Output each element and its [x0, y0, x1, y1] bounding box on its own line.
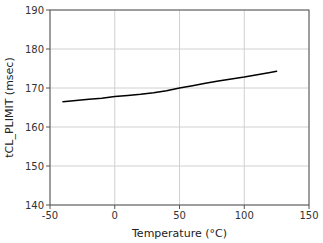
- x-tick-label: 150: [299, 210, 318, 221]
- x-grid-line: [244, 10, 245, 205]
- grid: [50, 10, 309, 205]
- y-grid-line: [50, 166, 309, 167]
- x-tick: [244, 205, 245, 209]
- y-tick: [46, 205, 50, 206]
- line: [63, 71, 277, 101]
- x-grid-line: [114, 10, 115, 205]
- x-tick: [179, 205, 180, 209]
- x-tick: [309, 205, 310, 209]
- y-tick-label: 190: [25, 5, 44, 16]
- x-tick-label: 50: [173, 210, 186, 221]
- y-tick-label: 180: [25, 44, 44, 55]
- y-tick: [46, 166, 50, 167]
- y-grid-line: [50, 127, 309, 128]
- x-tick: [114, 205, 115, 209]
- x-tick-label: 0: [112, 210, 118, 221]
- y-axis-label: tCL_PLIMIT (msec): [3, 57, 16, 157]
- y-grid-line: [50, 49, 309, 50]
- x-tick-label: -50: [42, 210, 58, 221]
- y-tick: [46, 10, 50, 11]
- x-axis-label: Temperature (°C): [131, 227, 227, 240]
- y-tick-label: 160: [25, 122, 44, 133]
- x-tick: [50, 205, 51, 209]
- y-tick: [46, 49, 50, 50]
- y-tick-label: 140: [25, 200, 44, 211]
- data: [63, 71, 277, 101]
- y-tick-label: 170: [25, 83, 44, 94]
- axes: -50 0 50 100 150 140 150 160 170 180 190: [25, 5, 319, 222]
- y-tick: [46, 127, 50, 128]
- plot-frame: [50, 10, 309, 205]
- y-tick: [46, 88, 50, 89]
- y-tick-label: 150: [25, 161, 44, 172]
- chart: -50 0 50 100 150 140 150 160 170 180 190 Temperatur…: [0, 0, 323, 243]
- x-grid-line: [179, 10, 180, 205]
- x-tick-label: 100: [235, 210, 254, 221]
